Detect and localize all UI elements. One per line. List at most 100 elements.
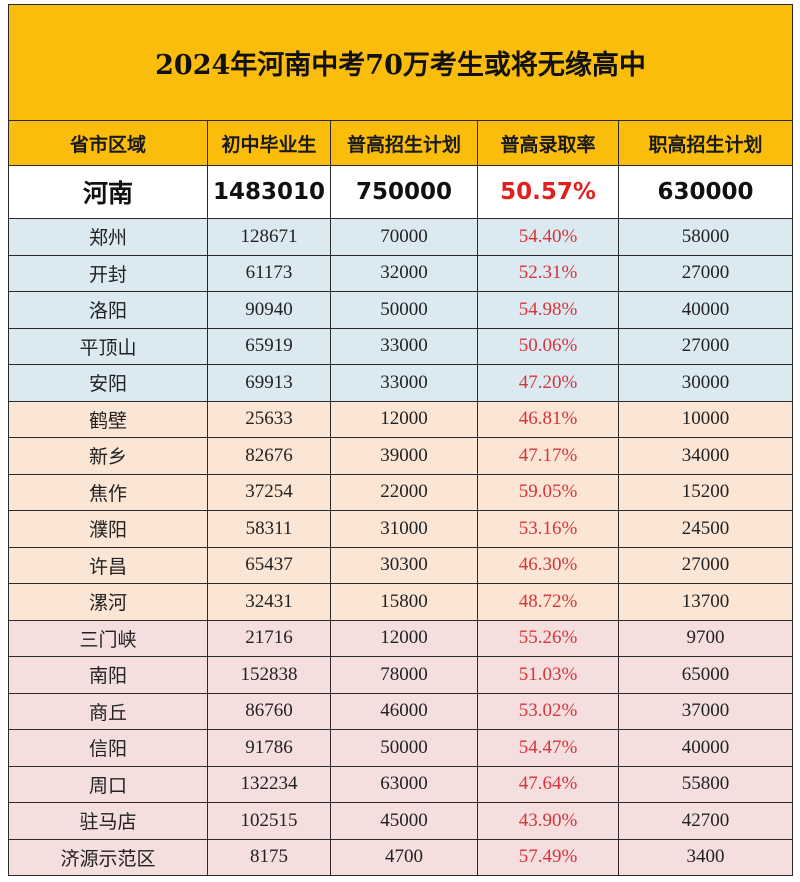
cell-region: 开封 xyxy=(8,254,208,292)
cell-graduates: 65437 xyxy=(207,546,331,584)
cell-rate: 57.49% xyxy=(477,838,619,876)
cell-general-plan: 63000 xyxy=(330,765,478,803)
cell-region: 周口 xyxy=(8,765,208,803)
cell-region: 济源示范区 xyxy=(8,838,208,876)
enrollment-table: 2024年河南中考70万考生或将无缘高中 省市区域 初中毕业生 普高招生计划 普… xyxy=(7,4,794,876)
cell-general-plan: 12000 xyxy=(330,619,478,657)
cell-rate: 43.90% xyxy=(477,802,619,840)
table-row: 新乡 82676 39000 47.17% 34000 xyxy=(8,437,794,475)
cell-region: 安阳 xyxy=(8,364,208,402)
cell-region: 平顶山 xyxy=(8,327,208,365)
cell-vocational-plan: 27000 xyxy=(617,327,794,365)
cell-rate: 54.40% xyxy=(477,218,619,256)
cell-graduates: 128671 xyxy=(207,218,331,256)
cell-graduates: 91786 xyxy=(207,729,331,767)
table-row: 济源示范区 8175 4700 57.49% 3400 xyxy=(8,838,794,876)
cell-rate: 47.64% xyxy=(477,765,619,803)
cell-vocational-plan: 65000 xyxy=(617,656,794,694)
cell-rate: 51.03% xyxy=(477,656,619,694)
total-region: 河南 xyxy=(8,165,208,219)
table-row: 南阳 152838 78000 51.03% 65000 xyxy=(8,656,794,694)
cell-general-plan: 12000 xyxy=(330,400,478,438)
table-row: 商丘 86760 46000 53.02% 37000 xyxy=(8,692,794,730)
cell-general-plan: 22000 xyxy=(330,473,478,511)
cell-rate: 48.72% xyxy=(477,583,619,621)
cell-region: 郑州 xyxy=(8,218,208,256)
cell-graduates: 82676 xyxy=(207,437,331,475)
cell-vocational-plan: 27000 xyxy=(617,254,794,292)
cell-region: 三门峡 xyxy=(8,619,208,657)
cell-graduates: 102515 xyxy=(207,802,331,840)
table-row: 许昌 65437 30300 46.30% 27000 xyxy=(8,546,794,584)
cell-graduates: 37254 xyxy=(207,473,331,511)
cell-graduates: 58311 xyxy=(207,510,331,548)
cell-general-plan: 50000 xyxy=(330,291,478,329)
cell-rate: 54.47% xyxy=(477,729,619,767)
cell-rate: 50.06% xyxy=(477,327,619,365)
cell-region: 许昌 xyxy=(8,546,208,584)
cell-region: 新乡 xyxy=(8,437,208,475)
cell-graduates: 90940 xyxy=(207,291,331,329)
cell-general-plan: 45000 xyxy=(330,802,478,840)
table-row: 鹤壁 25633 12000 46.81% 10000 xyxy=(8,400,794,438)
cell-rate: 55.26% xyxy=(477,619,619,657)
cell-region: 焦作 xyxy=(8,473,208,511)
table-row: 平顶山 65919 33000 50.06% 27000 xyxy=(8,327,794,365)
page-title: 2024年河南中考70万考生或将无缘高中 xyxy=(7,4,794,121)
cell-region: 信阳 xyxy=(8,729,208,767)
header-graduates: 初中毕业生 xyxy=(207,120,331,166)
cell-graduates: 8175 xyxy=(207,838,331,876)
header-general-plan: 普高招生计划 xyxy=(330,120,478,166)
cell-rate: 47.20% xyxy=(477,364,619,402)
table-row: 漯河 32431 15800 48.72% 13700 xyxy=(8,583,794,621)
total-row: 河南 1483010 750000 50.57% 630000 xyxy=(8,165,794,219)
cell-general-plan: 78000 xyxy=(330,656,478,694)
cell-region: 漯河 xyxy=(8,583,208,621)
header-rate: 普高录取率 xyxy=(477,120,619,166)
table-row: 洛阳 90940 50000 54.98% 40000 xyxy=(8,291,794,329)
cell-general-plan: 31000 xyxy=(330,510,478,548)
cell-rate: 46.30% xyxy=(477,546,619,584)
cell-region: 濮阳 xyxy=(8,510,208,548)
cell-region: 鹤壁 xyxy=(8,400,208,438)
total-general-plan: 750000 xyxy=(330,165,478,219)
cell-general-plan: 30300 xyxy=(330,546,478,584)
cell-vocational-plan: 9700 xyxy=(617,619,794,657)
header-row: 省市区域 初中毕业生 普高招生计划 普高录取率 职高招生计划 xyxy=(8,120,794,166)
cell-vocational-plan: 15200 xyxy=(617,473,794,511)
cell-graduates: 69913 xyxy=(207,364,331,402)
table-row: 濮阳 58311 31000 53.16% 24500 xyxy=(8,510,794,548)
cell-vocational-plan: 58000 xyxy=(617,218,794,256)
cell-rate: 59.05% xyxy=(477,473,619,511)
cell-general-plan: 39000 xyxy=(330,437,478,475)
total-graduates: 1483010 xyxy=(207,165,331,219)
cell-general-plan: 46000 xyxy=(330,692,478,730)
cell-graduates: 65919 xyxy=(207,327,331,365)
cell-general-plan: 15800 xyxy=(330,583,478,621)
cell-vocational-plan: 24500 xyxy=(617,510,794,548)
cell-region: 商丘 xyxy=(8,692,208,730)
cell-vocational-plan: 10000 xyxy=(617,400,794,438)
cell-vocational-plan: 37000 xyxy=(617,692,794,730)
cell-graduates: 32431 xyxy=(207,583,331,621)
table-row: 驻马店 102515 45000 43.90% 42700 xyxy=(8,802,794,840)
table-row: 焦作 37254 22000 59.05% 15200 xyxy=(8,473,794,511)
cell-graduates: 21716 xyxy=(207,619,331,657)
cell-region: 洛阳 xyxy=(8,291,208,329)
header-vocational-plan: 职高招生计划 xyxy=(617,120,794,166)
cell-vocational-plan: 13700 xyxy=(617,583,794,621)
cell-rate: 54.98% xyxy=(477,291,619,329)
cell-rate: 53.16% xyxy=(477,510,619,548)
cell-rate: 47.17% xyxy=(477,437,619,475)
cell-vocational-plan: 40000 xyxy=(617,729,794,767)
cell-general-plan: 50000 xyxy=(330,729,478,767)
title-row: 2024年河南中考70万考生或将无缘高中 xyxy=(7,4,794,121)
cell-general-plan: 33000 xyxy=(330,327,478,365)
header-region: 省市区域 xyxy=(8,120,208,166)
cell-general-plan: 33000 xyxy=(330,364,478,402)
cell-vocational-plan: 55800 xyxy=(617,765,794,803)
cell-graduates: 25633 xyxy=(207,400,331,438)
cell-general-plan: 4700 xyxy=(330,838,478,876)
table-row: 安阳 69913 33000 47.20% 30000 xyxy=(8,364,794,402)
